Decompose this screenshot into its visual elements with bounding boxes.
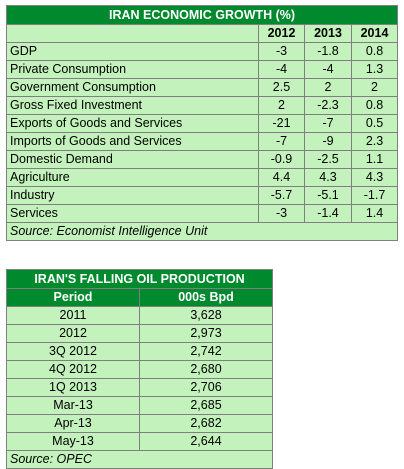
growth-value: -1.7 [350, 186, 399, 205]
growth-value: -1.4 [304, 204, 352, 223]
production-value: 2,685 [138, 396, 274, 415]
table-row: 2012 2,973 [6, 324, 274, 343]
table-row: Exports of Goods and Services -21 -7 0.5 [6, 114, 399, 133]
growth-value: 1.4 [350, 204, 399, 223]
table-row: 2011 3,628 [6, 306, 274, 325]
production-value: 2,680 [138, 360, 274, 379]
production-value: 3,628 [138, 306, 274, 325]
table-row: Mar-13 2,685 [6, 396, 274, 415]
growth-value: 2 [258, 96, 305, 115]
oil-production-header-row: Period 000s Bpd [6, 288, 274, 307]
indicator-label: Government Consumption [6, 78, 259, 97]
header-blank-cell [6, 24, 259, 43]
economic-growth-table: IRAN ECONOMIC GROWTH (%) 2012 2013 2014 … [5, 5, 399, 241]
growth-value: 4.4 [258, 168, 305, 187]
period-cell: 2011 [6, 306, 140, 325]
production-value: 2,706 [138, 378, 274, 397]
indicator-label: Exports of Goods and Services [6, 114, 259, 133]
table-row: GDP -3 -1.8 0.8 [6, 42, 399, 61]
growth-value: -4 [258, 60, 305, 79]
growth-value: -0.9 [258, 150, 305, 169]
table-row: Gross Fixed Investment 2 -2.3 0.8 [6, 96, 399, 115]
period-cell: 3Q 2012 [6, 342, 140, 361]
table-row: Domestic Demand -0.9 -2.5 1.1 [6, 150, 399, 169]
table-row: 1Q 2013 2,706 [6, 378, 274, 397]
year-header: 2012 [258, 24, 305, 43]
growth-value: 2 [304, 78, 352, 97]
production-value: 2,644 [138, 432, 274, 451]
oil-production-title: IRAN'S FALLING OIL PRODUCTION [5, 269, 274, 289]
growth-value: 0.8 [350, 42, 399, 61]
growth-value: 0.5 [350, 114, 399, 133]
table-row: Private Consumption -4 -4 1.3 [6, 60, 399, 79]
growth-value: -2.3 [304, 96, 352, 115]
period-cell: Apr-13 [6, 414, 140, 433]
table-row: Services -3 -1.4 1.4 [6, 204, 399, 223]
year-header: 2014 [350, 24, 399, 43]
growth-value: -21 [258, 114, 305, 133]
indicator-label: Services [6, 204, 259, 223]
growth-value: 1.3 [350, 60, 399, 79]
growth-value: -3 [258, 42, 305, 61]
growth-value: -7 [258, 132, 305, 151]
growth-value: -5.7 [258, 186, 305, 205]
growth-value: -9 [304, 132, 352, 151]
indicator-label: Gross Fixed Investment [6, 96, 259, 115]
table-row: 3Q 2012 2,742 [6, 342, 274, 361]
year-header: 2013 [304, 24, 352, 43]
indicator-label: Imports of Goods and Services [6, 132, 259, 151]
value-header: 000s Bpd [138, 288, 274, 307]
table-row: May-13 2,644 [6, 432, 274, 451]
growth-value: 4.3 [350, 168, 399, 187]
indicator-label: GDP [6, 42, 259, 61]
growth-value: -3 [258, 204, 305, 223]
period-cell: 1Q 2013 [6, 378, 140, 397]
economic-growth-header-row: 2012 2013 2014 [6, 24, 399, 43]
indicator-label: Private Consumption [6, 60, 259, 79]
growth-value: 1.1 [350, 150, 399, 169]
period-cell: May-13 [6, 432, 140, 451]
table-row: Industry -5.7 -5.1 -1.7 [6, 186, 399, 205]
period-header: Period [6, 288, 140, 307]
production-value: 2,742 [138, 342, 274, 361]
growth-value: -5.1 [304, 186, 352, 205]
table-row: Government Consumption 2.5 2 2 [6, 78, 399, 97]
growth-value: -1.8 [304, 42, 352, 61]
indicator-label: Domestic Demand [6, 150, 259, 169]
growth-value: 2.5 [258, 78, 305, 97]
oil-production-source: Source: OPEC [5, 450, 274, 469]
growth-value: -7 [304, 114, 352, 133]
period-cell: 4Q 2012 [6, 360, 140, 379]
production-value: 2,973 [138, 324, 274, 343]
period-cell: 2012 [6, 324, 140, 343]
economic-growth-title: IRAN ECONOMIC GROWTH (%) [5, 5, 399, 25]
indicator-label: Industry [6, 186, 259, 205]
period-cell: Mar-13 [6, 396, 140, 415]
table-row: Imports of Goods and Services -7 -9 2.3 [6, 132, 399, 151]
table-row: Apr-13 2,682 [6, 414, 274, 433]
production-value: 2,682 [138, 414, 274, 433]
growth-value: 2.3 [350, 132, 399, 151]
table-row: 4Q 2012 2,680 [6, 360, 274, 379]
indicator-label: Agriculture [6, 168, 259, 187]
growth-value: -2.5 [304, 150, 352, 169]
economic-growth-source: Source: Economist Intelligence Unit [5, 222, 399, 241]
growth-value: 4.3 [304, 168, 352, 187]
growth-value: 0.8 [350, 96, 399, 115]
table-row: Agriculture 4.4 4.3 4.3 [6, 168, 399, 187]
growth-value: 2 [350, 78, 399, 97]
growth-value: -4 [304, 60, 352, 79]
oil-production-table: IRAN'S FALLING OIL PRODUCTION Period 000… [5, 269, 274, 469]
